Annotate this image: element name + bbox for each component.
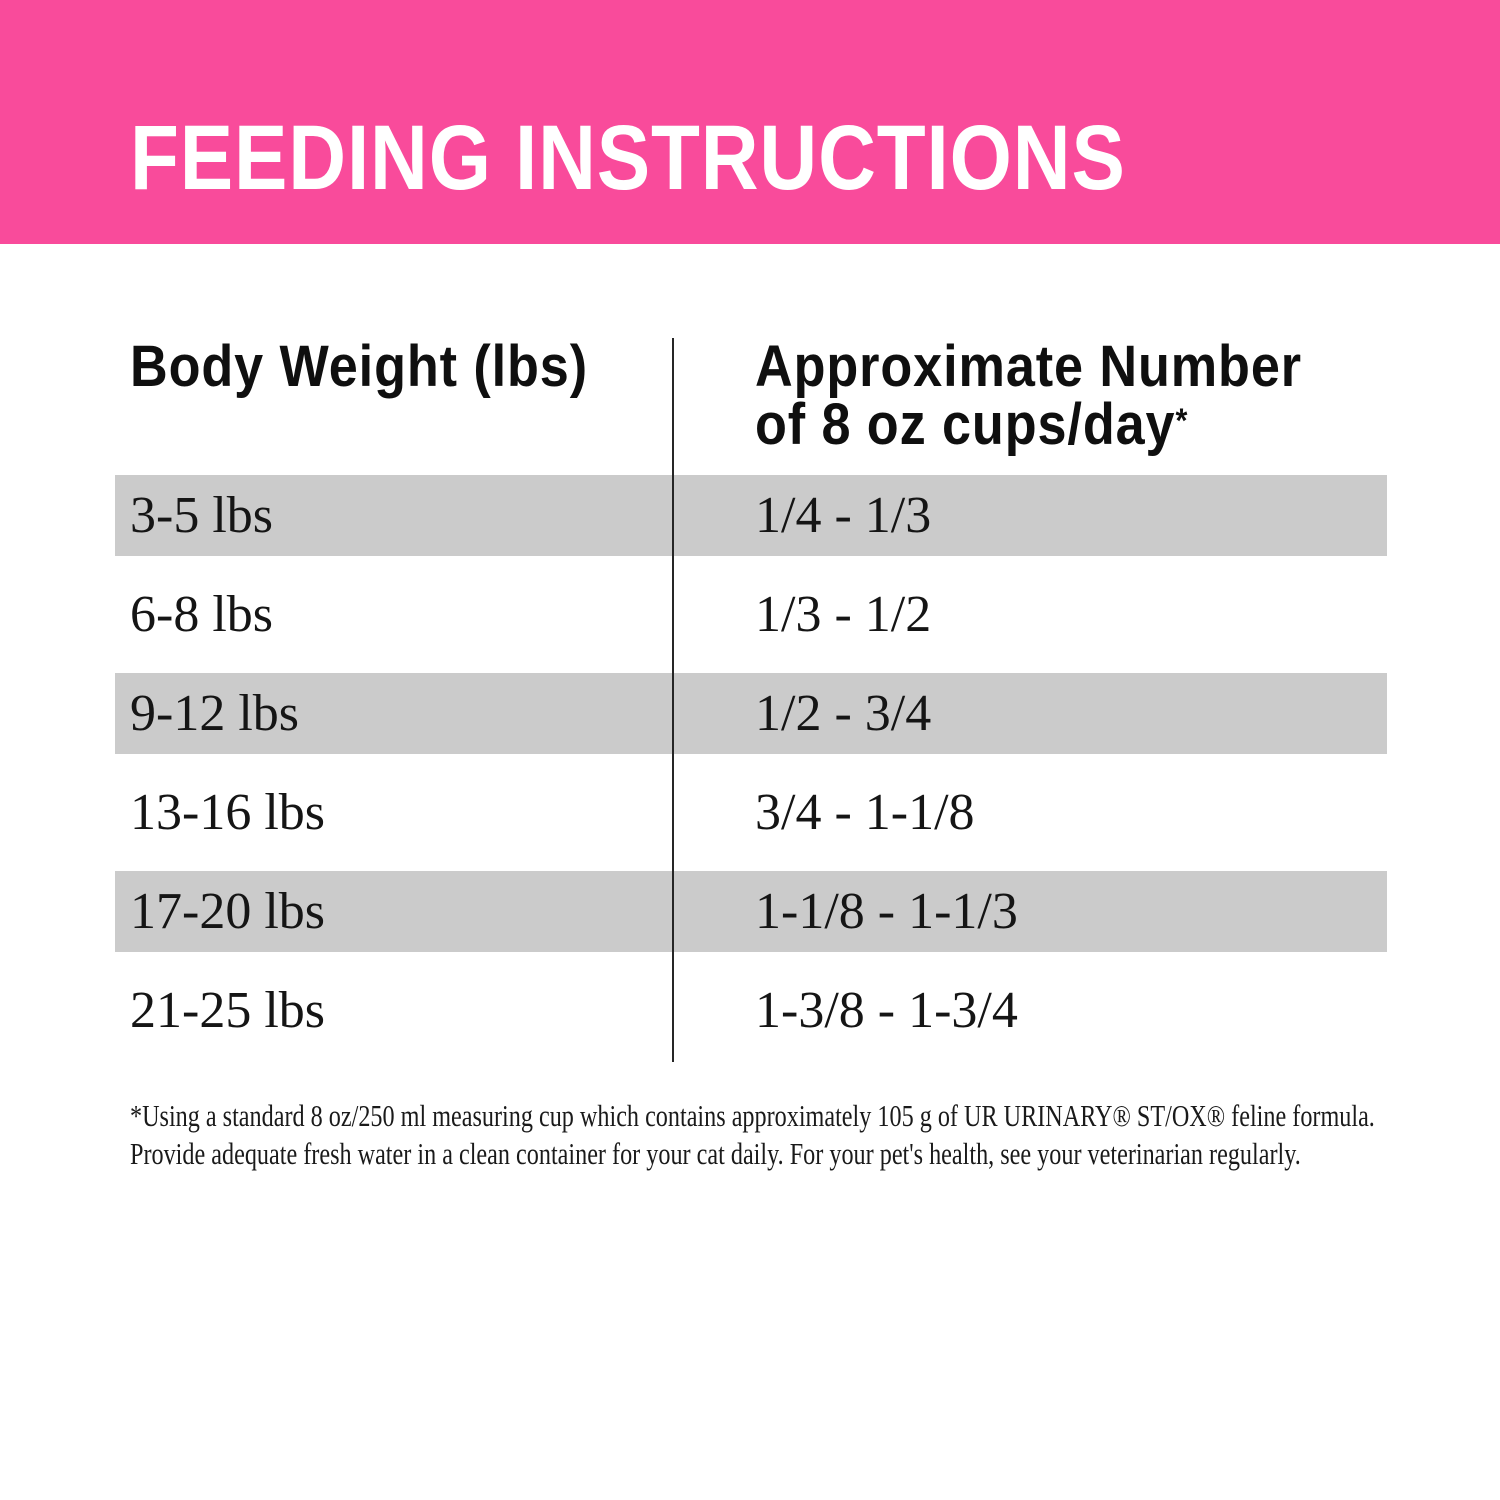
page-title: FEEDING INSTRUCTIONS (130, 107, 1126, 209)
body-weight-cell: 9-12 lbs (115, 684, 673, 742)
body-weight-cell: 21-25 lbs (115, 981, 673, 1039)
feeding-table-rows: 3-5 lbs 1/4 - 1/3 6-8 lbs 1/3 - 1/2 9-12… (115, 466, 1387, 1060)
cups-per-day-value: 1-3/8 - 1-3/4 (755, 981, 1018, 1039)
cups-per-day-cell: 1-3/8 - 1-3/4 (673, 981, 1387, 1039)
footnote-asterisk-marker: * (1175, 402, 1189, 440)
body-weight-cell: 6-8 lbs (115, 585, 673, 643)
body-weight-value: 9-12 lbs (130, 684, 299, 742)
body-weight-value: 21-25 lbs (130, 981, 325, 1039)
cups-per-day-cell: 1-1/8 - 1-1/3 (673, 882, 1387, 940)
column-header-cups-per-day: Approximate Number of 8 oz cups/day* (755, 338, 1302, 454)
cups-per-day-value: 1/2 - 3/4 (755, 684, 932, 742)
body-weight-value: 3-5 lbs (130, 486, 273, 544)
cups-per-day-cell: 3/4 - 1-1/8 (673, 783, 1387, 841)
footnote-line-1: *Using a standard 8 oz/250 ml measuring … (130, 1098, 1375, 1133)
cups-per-day-value: 1/3 - 1/2 (755, 585, 932, 643)
table-row: 13-16 lbs 3/4 - 1-1/8 (115, 763, 1387, 862)
table-row: 9-12 lbs 1/2 - 3/4 (115, 664, 1387, 763)
cups-per-day-cell: 1/2 - 3/4 (673, 684, 1387, 742)
footnote: *Using a standard 8 oz/250 ml measuring … (130, 1097, 1375, 1173)
column-divider-line (672, 338, 674, 1062)
cups-per-day-cell: 1/3 - 1/2 (673, 585, 1387, 643)
column-header-cups-line1: Approximate Number (755, 334, 1303, 399)
body-weight-cell: 13-16 lbs (115, 783, 673, 841)
table-row: 3-5 lbs 1/4 - 1/3 (115, 466, 1387, 565)
body-weight-cell: 17-20 lbs (115, 882, 673, 940)
body-weight-value: 17-20 lbs (130, 882, 325, 940)
column-header-body-weight: Body Weight (lbs) (130, 334, 589, 399)
header-banner: FEEDING INSTRUCTIONS (0, 0, 1500, 244)
table-row: 6-8 lbs 1/3 - 1/2 (115, 565, 1387, 664)
cups-per-day-cell: 1/4 - 1/3 (673, 486, 1387, 544)
footnote-line-2: Provide adequate fresh water in a clean … (130, 1136, 1301, 1171)
body-weight-value: 6-8 lbs (130, 585, 273, 643)
table-row: 21-25 lbs 1-3/8 - 1-3/4 (115, 961, 1387, 1060)
column-header-cups-line2: of 8 oz cups/day* (755, 392, 1189, 457)
cups-per-day-value: 1-1/8 - 1-1/3 (755, 882, 1018, 940)
cups-per-day-value: 1/4 - 1/3 (755, 486, 932, 544)
cups-per-day-value: 3/4 - 1-1/8 (755, 783, 975, 841)
body-weight-value: 13-16 lbs (130, 783, 325, 841)
body-weight-cell: 3-5 lbs (115, 486, 673, 544)
table-row: 17-20 lbs 1-1/8 - 1-1/3 (115, 862, 1387, 961)
